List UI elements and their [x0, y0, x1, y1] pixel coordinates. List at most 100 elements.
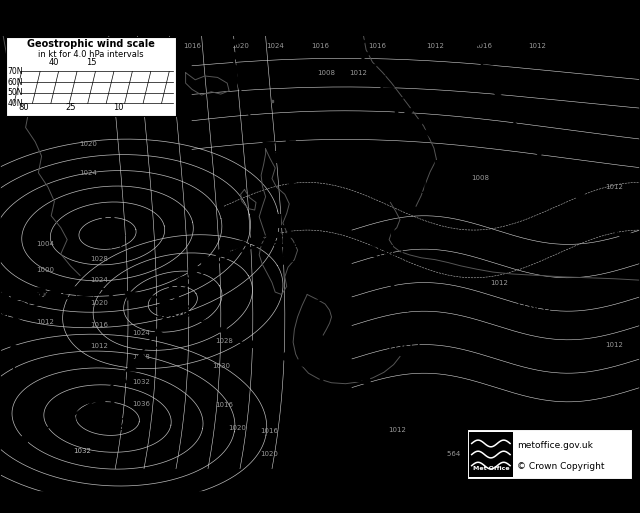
Polygon shape — [35, 288, 47, 297]
Polygon shape — [230, 332, 242, 342]
Polygon shape — [18, 435, 29, 445]
Polygon shape — [392, 97, 404, 106]
Bar — [6, 37, 176, 115]
Polygon shape — [326, 366, 337, 376]
Polygon shape — [13, 317, 25, 325]
Polygon shape — [287, 177, 300, 186]
Text: 1007: 1007 — [384, 339, 422, 354]
Text: in kt for 4.0 hPa intervals: in kt for 4.0 hPa intervals — [38, 50, 144, 60]
Text: 1024: 1024 — [266, 44, 284, 49]
Polygon shape — [553, 170, 565, 179]
Polygon shape — [142, 294, 153, 304]
Polygon shape — [50, 422, 61, 432]
Text: H: H — [99, 396, 116, 415]
Polygon shape — [356, 38, 368, 47]
Text: 999: 999 — [388, 123, 418, 139]
Text: 1016: 1016 — [311, 44, 329, 49]
Polygon shape — [482, 64, 495, 73]
Text: 1003: 1003 — [270, 151, 308, 166]
Text: 1016: 1016 — [260, 428, 278, 435]
Polygon shape — [92, 396, 105, 405]
Polygon shape — [246, 339, 257, 348]
Polygon shape — [79, 405, 92, 415]
Text: 15: 15 — [86, 58, 97, 67]
Polygon shape — [53, 287, 65, 296]
Polygon shape — [394, 384, 405, 393]
Polygon shape — [28, 295, 42, 303]
Text: 1012: 1012 — [490, 280, 508, 286]
Text: 1027: 1027 — [88, 235, 127, 250]
Polygon shape — [12, 344, 23, 352]
Text: © Crown Copyright: © Crown Copyright — [517, 462, 605, 471]
Text: metoffice.gov.uk: metoffice.gov.uk — [517, 441, 593, 450]
Polygon shape — [474, 38, 486, 47]
Text: 1016: 1016 — [183, 44, 201, 49]
Polygon shape — [232, 241, 247, 249]
Polygon shape — [250, 236, 264, 244]
Text: 1032: 1032 — [132, 379, 150, 385]
Polygon shape — [256, 130, 269, 137]
Polygon shape — [413, 118, 426, 127]
Polygon shape — [153, 328, 166, 337]
Polygon shape — [216, 325, 228, 334]
Polygon shape — [12, 357, 24, 365]
Polygon shape — [267, 232, 282, 239]
Polygon shape — [188, 309, 200, 318]
Polygon shape — [632, 241, 640, 250]
Polygon shape — [82, 285, 97, 292]
Text: 1020: 1020 — [79, 141, 97, 147]
Text: 1030: 1030 — [212, 363, 230, 369]
Polygon shape — [263, 142, 276, 149]
Polygon shape — [35, 429, 45, 439]
Polygon shape — [534, 148, 547, 156]
Text: 1024: 1024 — [132, 330, 150, 336]
Polygon shape — [365, 64, 378, 72]
Text: Forecast chart (T+96) Valid 12 UTC Thu 25 Apr 2024: Forecast chart (T+96) Valid 12 UTC Thu 2… — [111, 22, 312, 30]
Polygon shape — [12, 302, 26, 310]
Polygon shape — [176, 277, 189, 287]
Polygon shape — [261, 345, 272, 355]
Text: H: H — [379, 223, 396, 242]
Text: 1012: 1012 — [388, 427, 406, 433]
Polygon shape — [107, 289, 118, 298]
Polygon shape — [12, 330, 24, 339]
Polygon shape — [525, 137, 538, 145]
Polygon shape — [230, 38, 243, 47]
Text: 1020: 1020 — [260, 451, 278, 457]
Text: 1011: 1011 — [368, 245, 406, 260]
Polygon shape — [71, 287, 83, 296]
Polygon shape — [165, 288, 177, 299]
Text: L: L — [275, 213, 288, 232]
Text: L: L — [326, 267, 339, 286]
Text: 1007: 1007 — [376, 300, 414, 315]
Text: 1008: 1008 — [471, 174, 489, 181]
Polygon shape — [284, 243, 296, 252]
Text: 1008: 1008 — [154, 305, 192, 320]
Polygon shape — [291, 190, 303, 199]
Text: 1006: 1006 — [396, 379, 434, 393]
Polygon shape — [428, 392, 439, 402]
Polygon shape — [291, 217, 303, 226]
Text: L: L — [397, 317, 410, 336]
Text: 1028: 1028 — [90, 255, 108, 262]
Text: 1016: 1016 — [513, 300, 552, 315]
Text: 1024: 1024 — [90, 277, 108, 283]
Text: 1028: 1028 — [132, 354, 150, 361]
Text: L: L — [166, 283, 179, 302]
Text: 1012: 1012 — [426, 44, 444, 49]
Polygon shape — [64, 287, 79, 294]
Polygon shape — [403, 108, 415, 116]
Polygon shape — [595, 212, 607, 222]
Text: 1008: 1008 — [36, 292, 54, 299]
Text: 1007: 1007 — [314, 289, 352, 304]
Polygon shape — [188, 267, 202, 277]
Text: 1028: 1028 — [215, 338, 233, 344]
Text: H: H — [524, 278, 541, 297]
Polygon shape — [271, 153, 285, 161]
Polygon shape — [293, 204, 305, 212]
Polygon shape — [245, 104, 258, 112]
Polygon shape — [607, 222, 620, 231]
Polygon shape — [360, 51, 372, 60]
Polygon shape — [136, 352, 148, 361]
Polygon shape — [412, 388, 422, 398]
